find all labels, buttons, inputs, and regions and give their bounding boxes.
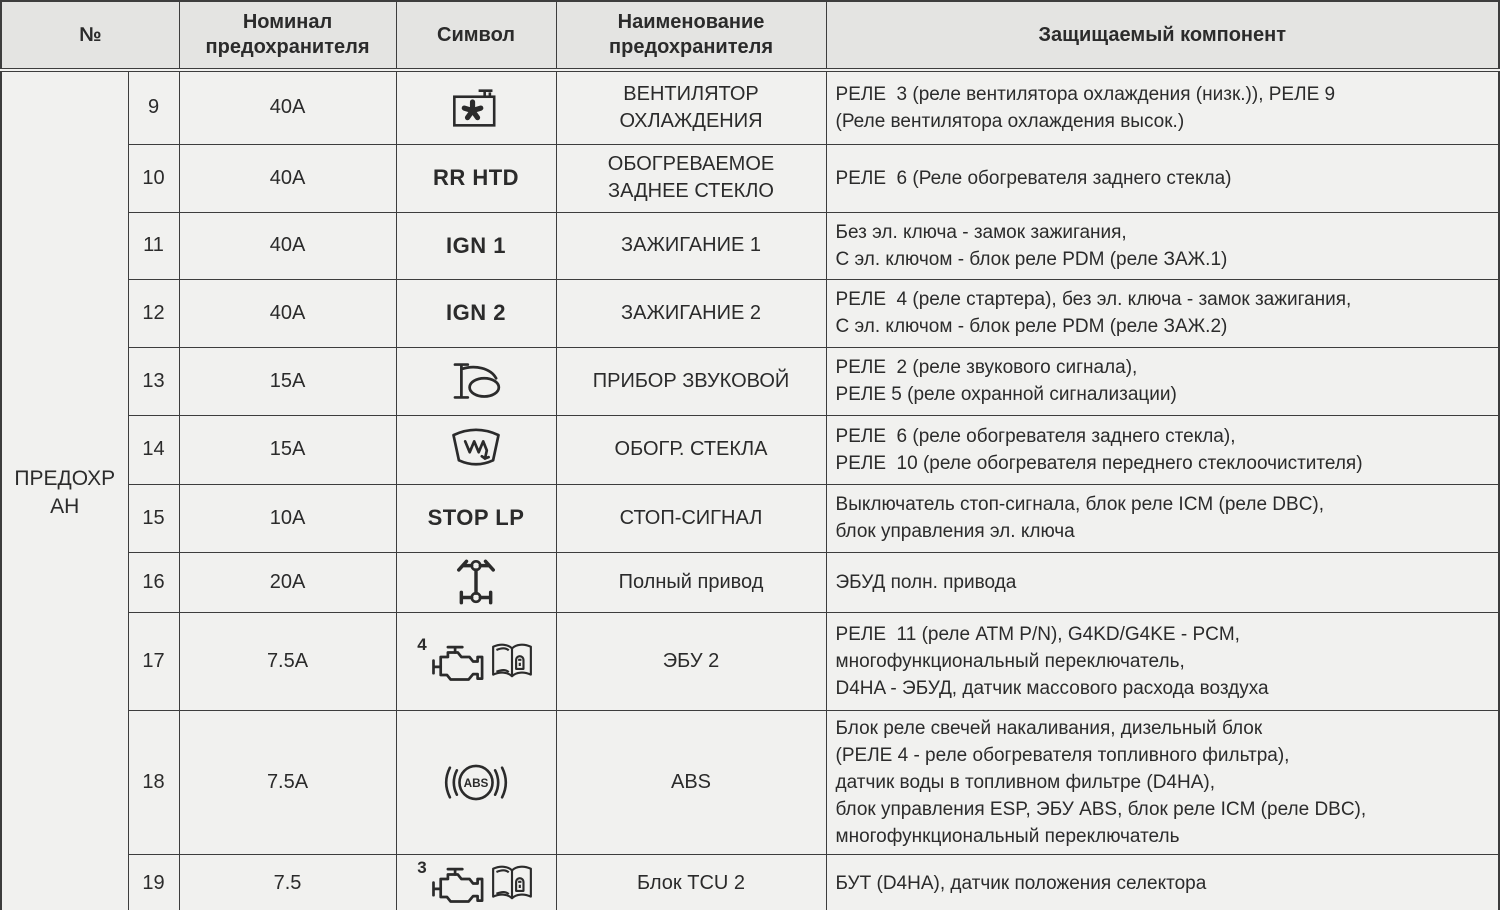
fuse-symbol-cell: IGN 2 (395, 278, 557, 348)
fuse-rating: 40A (178, 278, 397, 348)
fuse-name: ВЕНТИЛЯТОР ОХЛАЖДЕНИЯ (555, 69, 827, 145)
protected-component: РЕЛЕ 4 (реле стартера), без эл. ключа - … (825, 278, 1500, 348)
fuse-number: 19 (127, 853, 180, 910)
fuse-group-label: ПРЕДОХР АН (0, 69, 129, 910)
fuse-rating: 40A (178, 69, 397, 145)
fuse-symbol-cell: IGN 1 (395, 211, 557, 280)
fuse-name: ABS (555, 709, 827, 855)
fuse-symbol-text: STOP LP (427, 505, 525, 530)
fuse-symbol-cell (395, 551, 557, 613)
fuse-symbol-cell: 4 (395, 611, 557, 711)
protected-component: Без эл. ключа - замок зажигания, С эл. к… (825, 211, 1500, 280)
drivetrain-4wd-icon (455, 557, 497, 607)
fuse-number: 12 (127, 278, 180, 348)
table-row: 15 10A STOP LP СТОП-СИГНАЛ Выключатель стоп-… (1, 483, 1500, 553)
fuse-number: 17 (127, 611, 180, 711)
fuse-number: 11 (127, 211, 180, 280)
table-row: 11 40A IGN 1 ЗАЖИГАНИЕ 1 Без эл. ключа - зам… (1, 211, 1500, 280)
protected-component: РЕЛЕ 2 (реле звукового сигнала), РЕЛЕ 5 … (825, 346, 1500, 416)
header-symbol: Символ (395, 0, 557, 72)
fuse-rating: 10A (178, 483, 397, 553)
fuse-symbol-cell (395, 414, 557, 485)
fuse-table-header: № Номинал предохранителя Символ Наименов… (0, 0, 1500, 72)
header-rating: Номинал предохранителя (178, 0, 397, 72)
table-row: 19 7.5 3 Блок TCU 2 БУТ (D4HA), датчик полож… (1, 853, 1500, 910)
fuse-number: 14 (127, 414, 180, 485)
fuse-symbol-cell: STOP LP (395, 483, 557, 553)
fuse-name: Блок TCU 2 (555, 853, 827, 910)
table-row: 17 7.5A 4 ЭБУ 2 РЕЛЕ 11 (реле ATM P/N), G4KD… (1, 611, 1500, 711)
windshield-defrost-icon (447, 427, 505, 472)
engine-icon (428, 639, 484, 684)
fuse-name: ЗАЖИГАНИЕ 2 (555, 278, 827, 348)
fuse-symbol-cell (395, 69, 557, 145)
header-num: № (0, 0, 180, 72)
fuse-symbol-text: RR HTD (432, 165, 520, 190)
fuse-name: ОБОГР. СТЕКЛА (555, 414, 827, 485)
fuse-rating: 7.5 (178, 853, 397, 910)
fuse-name: Полный привод (555, 551, 827, 613)
fuse-name: ЗАЖИГАНИЕ 1 (555, 211, 827, 280)
horn-icon (444, 360, 508, 402)
protected-component: РЕЛЕ 6 (реле обогревателя заднего стекла… (825, 414, 1500, 485)
table-row: ПРЕДОХР АН 9 40A ВЕНТИЛЯТОР ОХЛАЖДЕНИЯ РЕЛЕ … (0, 69, 1500, 910)
fuse-name: ПРИБОР ЗВУКОВОЙ (555, 346, 827, 416)
fuse-rating: 40A (178, 211, 397, 280)
abs-icon: ABS (442, 759, 510, 806)
fuse-number: 16 (127, 551, 180, 613)
fuse-number: 18 (127, 709, 180, 855)
protected-component: Выключатель стоп-сигнала, блок реле ICM … (825, 483, 1500, 553)
symbol-superscript: 3 (417, 857, 427, 877)
fuse-name: ОБОГРЕВАЕМОЕ ЗАДНЕЕ СТЕКЛО (555, 143, 827, 213)
table-row: 18 7.5A ABS ABS Блок реле свечей накаливания… (1, 709, 1500, 855)
protected-component: РЕЛЕ 6 (Реле обогревателя заднего стекла… (825, 143, 1500, 213)
table-row: 10 40A RR HTD ОБОГРЕВАЕМОЕ ЗАДНЕЕ СТЕКЛО РЕЛ… (1, 143, 1500, 213)
fuse-symbol-cell (395, 346, 557, 416)
fuse-name: СТОП-СИГНАЛ (555, 483, 827, 553)
fuse-rating: 20A (178, 551, 397, 613)
symbol-superscript: 4 (417, 635, 427, 654)
fuse-symbol-text: IGN 2 (446, 300, 506, 325)
fuse-number: 13 (127, 346, 180, 416)
fuse-symbol-cell: RR HTD (395, 143, 557, 213)
protected-component: РЕЛЕ 3 (реле вентилятора охлаждения (низ… (825, 69, 1500, 145)
fuse-rating: 7.5A (178, 709, 397, 855)
header-row: № Номинал предохранителя Символ Наименов… (0, 0, 1500, 72)
owners-manual-book-icon (489, 641, 535, 682)
table-row: 16 20A Полный привод ЭБУД полн. привода (1, 551, 1500, 613)
protected-component: РЕЛЕ 11 (реле ATM P/N), G4KD/G4KE - PCM,… (825, 611, 1500, 711)
fuse-number: 10 (127, 143, 180, 213)
fuse-table-body: ПРЕДОХР АН 9 40A ВЕНТИЛЯТОР ОХЛАЖДЕНИЯ РЕЛЕ … (0, 69, 1500, 910)
fuse-number: 15 (127, 483, 180, 553)
fuse-rating: 15A (178, 346, 397, 416)
fuse-symbol-cell: ABS (395, 709, 557, 855)
table-row: 12 40A IGN 2 ЗАЖИГАНИЕ 2 РЕЛЕ 4 (реле старте… (1, 278, 1500, 348)
protected-component: БУТ (D4HA), датчик положения селектора (825, 853, 1500, 910)
fuse-rating: 7.5A (178, 611, 397, 711)
fuse-symbol-text: IGN 1 (446, 232, 506, 258)
table-row: 14 15A ОБОГР. СТЕКЛА РЕЛЕ 6 (реле обогреват… (1, 414, 1500, 485)
svg-text:ABS: ABS (464, 776, 489, 789)
fuse-symbol-cell: 3 (395, 853, 557, 910)
owners-manual-book-icon (489, 863, 535, 904)
protected-component: Блок реле свечей накаливания, дизельный … (825, 709, 1500, 855)
fuse-rating: 15A (178, 414, 397, 485)
fuse-number: 9 (127, 69, 180, 145)
protected-component: ЭБУД полн. привода (825, 551, 1500, 613)
cooling-fan-icon (450, 86, 502, 130)
fuse-rating: 40A (178, 143, 397, 213)
header-name: Наименование предохранителя (555, 0, 827, 72)
engine-icon (428, 861, 484, 906)
fuse-name: ЭБУ 2 (555, 611, 827, 711)
table-row: 13 15A ПРИБОР ЗВУКОВОЙ РЕЛЕ 2 (реле звуково… (1, 346, 1500, 416)
header-component: Защищаемый компонент (825, 0, 1500, 72)
